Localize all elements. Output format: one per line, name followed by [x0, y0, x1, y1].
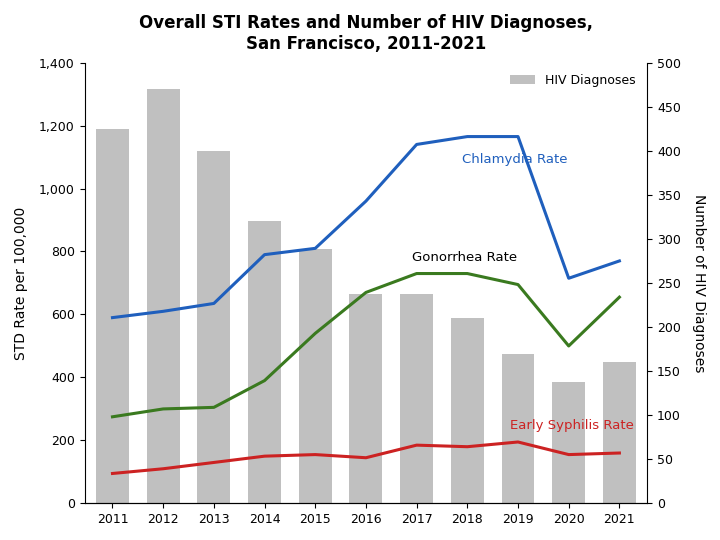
Bar	[502, 354, 534, 503]
Bar	[603, 362, 636, 503]
Bar	[451, 318, 484, 503]
Text: Gonorrhea Rate: Gonorrhea Rate	[412, 251, 517, 264]
Bar	[349, 294, 382, 503]
Bar	[299, 249, 332, 503]
Text: Chlamydia Rate: Chlamydia Rate	[462, 153, 568, 166]
Bar	[96, 129, 129, 503]
Title: Overall STI Rates and Number of HIV Diagnoses,
San Francisco, 2011-2021: Overall STI Rates and Number of HIV Diag…	[139, 14, 593, 53]
Bar	[248, 221, 281, 503]
Bar	[552, 382, 585, 503]
Text: Early Syphilis Rate: Early Syphilis Rate	[510, 420, 634, 433]
Legend: HIV Diagnoses: HIV Diagnoses	[505, 69, 641, 92]
Bar	[197, 151, 230, 503]
Y-axis label: Number of HIV Diagnoses: Number of HIV Diagnoses	[692, 194, 706, 372]
Bar	[400, 294, 433, 503]
Bar	[147, 89, 180, 503]
Y-axis label: STD Rate per 100,000: STD Rate per 100,000	[14, 206, 28, 360]
